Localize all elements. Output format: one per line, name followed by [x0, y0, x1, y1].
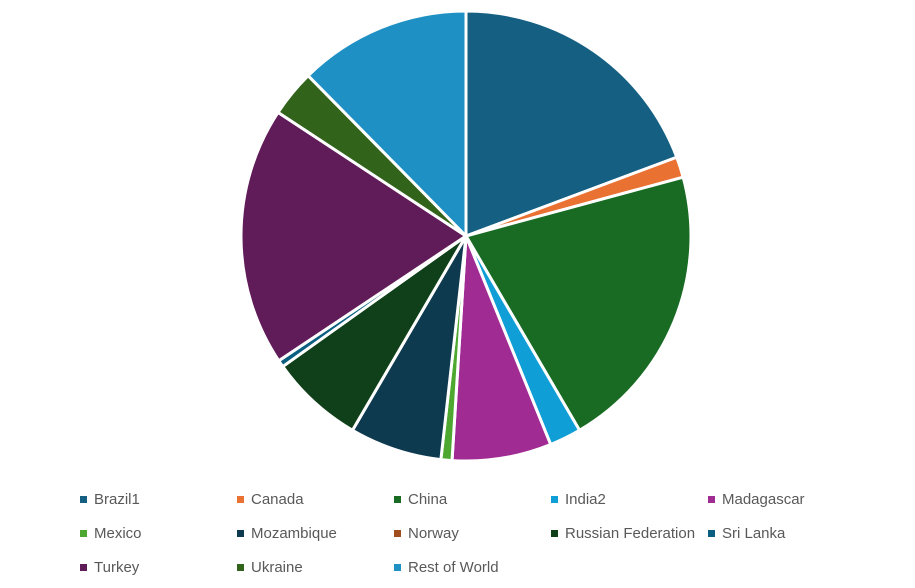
legend-swatch — [394, 563, 401, 571]
legend-swatch — [394, 529, 401, 537]
legend-item: Mexico — [80, 524, 237, 542]
legend-label: Canada — [251, 490, 304, 508]
legend-label: Russian Federation — [565, 524, 696, 542]
legend-label: Sri Lanka — [722, 524, 786, 542]
legend-label: Madagascar — [722, 490, 805, 508]
pie-slice-turkey — [239, 110, 468, 363]
legend-label: China — [408, 490, 448, 508]
legend-swatch — [551, 529, 558, 537]
legend-label: India2 — [565, 490, 606, 508]
legend-item: Rest of World — [394, 558, 551, 576]
pie-slice-china — [464, 175, 693, 432]
pie-plot-area — [239, 9, 693, 463]
legend-swatch — [80, 563, 87, 571]
legend-item: Mozambique — [237, 524, 394, 542]
pie-slice-madagascar — [450, 234, 553, 463]
legend-swatch — [708, 529, 715, 537]
legend-swatch — [237, 529, 244, 537]
legend-label: Mozambique — [251, 524, 337, 542]
pie-slice-brazil1 — [464, 9, 679, 238]
legend-swatch — [80, 529, 87, 537]
legend-label: Ukraine — [251, 558, 303, 576]
legend-swatch — [708, 495, 715, 503]
legend-item: Norway — [394, 524, 551, 542]
legend-item: Ukraine — [237, 558, 394, 576]
legend-swatch — [237, 563, 244, 571]
legend-swatch — [551, 495, 558, 503]
legend-item: Brazil1 — [80, 490, 237, 508]
legend-label: Brazil1 — [94, 490, 140, 508]
legend-label: Mexico — [94, 524, 142, 542]
legend-item: China — [394, 490, 551, 508]
legend-label: Norway — [408, 524, 459, 542]
legend-label: Rest of World — [408, 558, 499, 576]
pie-slice-rest-of-world — [306, 9, 468, 238]
legend-swatch — [237, 495, 244, 503]
legend-label: Turkey — [94, 558, 140, 576]
legend-item: Russian Federation — [551, 524, 708, 542]
legend-item: Canada — [237, 490, 394, 508]
legend-swatch — [394, 495, 401, 503]
legend-item: Sri Lanka — [708, 524, 865, 542]
legend-item: Madagascar — [708, 490, 865, 508]
legend-item: India2 — [551, 490, 708, 508]
legend-swatch — [80, 495, 87, 503]
legend-item: Turkey — [80, 558, 237, 576]
chart-legend: Brazil1 Canada China India2 Madagascar Mexico… — [80, 490, 900, 576]
